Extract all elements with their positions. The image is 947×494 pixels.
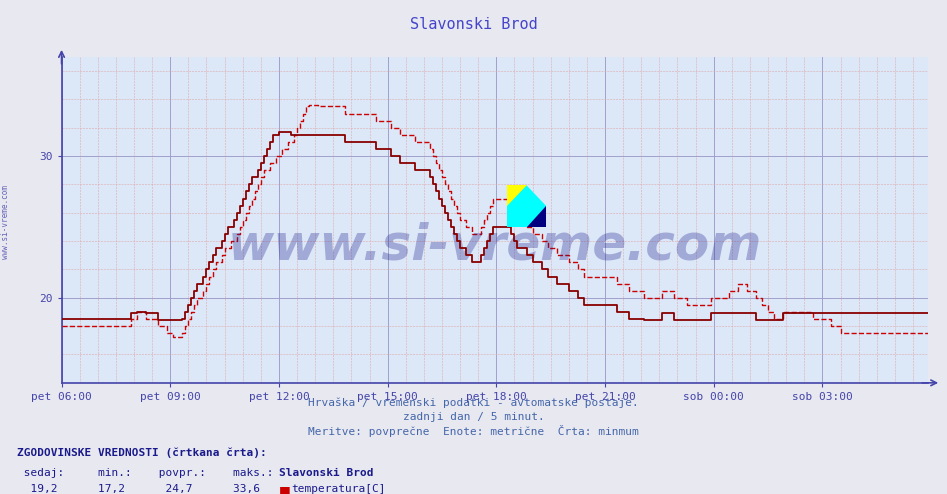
Text: www.si-vreme.com: www.si-vreme.com bbox=[1, 185, 10, 259]
Text: zadnji dan / 5 minut.: zadnji dan / 5 minut. bbox=[402, 412, 545, 421]
Text: temperatura[C]: temperatura[C] bbox=[292, 484, 386, 494]
Polygon shape bbox=[507, 185, 546, 227]
Polygon shape bbox=[527, 206, 546, 227]
Text: ■: ■ bbox=[279, 484, 291, 494]
Text: sedaj:     min.:    povpr.:    maks.:: sedaj: min.: povpr.: maks.: bbox=[17, 468, 274, 478]
Text: Slavonski Brod: Slavonski Brod bbox=[279, 468, 374, 478]
Text: Hrvaška / vremenski podatki - avtomatske postaje.: Hrvaška / vremenski podatki - avtomatske… bbox=[308, 398, 639, 408]
Text: 19,2      17,2      24,7      33,6: 19,2 17,2 24,7 33,6 bbox=[17, 484, 260, 494]
Polygon shape bbox=[507, 185, 527, 206]
Text: Meritve: povprečne  Enote: metrične  Črta: minmum: Meritve: povprečne Enote: metrične Črta:… bbox=[308, 425, 639, 437]
Text: Slavonski Brod: Slavonski Brod bbox=[410, 17, 537, 32]
Text: www.si-vreme.com: www.si-vreme.com bbox=[227, 222, 762, 270]
Text: ZGODOVINSKE VREDNOSTI (črtkana črta):: ZGODOVINSKE VREDNOSTI (črtkana črta): bbox=[17, 447, 267, 457]
